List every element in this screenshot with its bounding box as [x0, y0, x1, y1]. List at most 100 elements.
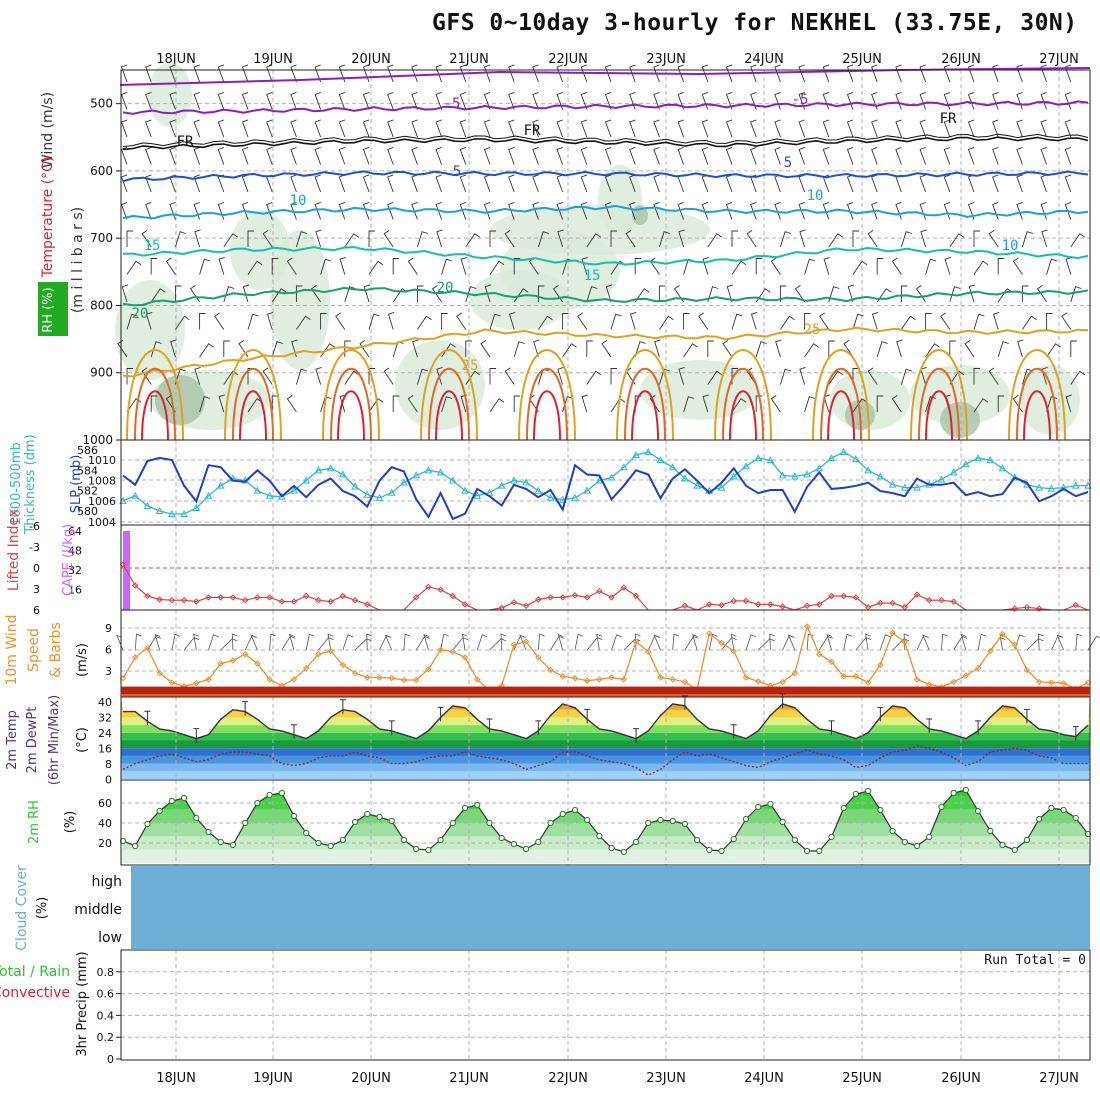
wind-barb — [943, 64, 951, 83]
wind-speed-point — [559, 673, 566, 680]
surface-isotherm — [526, 367, 568, 441]
pressure-tick-label: 500 — [90, 97, 113, 111]
wind-barb — [1064, 64, 1072, 83]
wind-barb — [774, 146, 781, 165]
thickness-point — [681, 474, 689, 482]
surface-isotherm — [435, 390, 463, 441]
wind-barb — [199, 343, 214, 358]
wind-speed-point — [315, 650, 322, 658]
wind-barb — [338, 64, 346, 83]
wind-barb — [629, 91, 636, 110]
wind-barb — [489, 313, 501, 330]
wind-barb — [871, 311, 879, 330]
date-label-top: 19JUN — [253, 52, 293, 67]
surface-wind-barb — [1051, 634, 1064, 651]
thickness-point — [693, 481, 701, 489]
rh-point — [547, 819, 554, 827]
rh-band — [121, 809, 1090, 823]
wind-barb — [822, 91, 830, 110]
wind-barb — [556, 174, 564, 193]
wind-speed-point — [229, 657, 237, 664]
wind-speed-point — [193, 679, 200, 687]
wind-barb — [1046, 343, 1061, 358]
wind-barb — [217, 146, 225, 165]
thickness-point — [644, 447, 653, 456]
wind-speed-point — [950, 678, 957, 686]
surface-wind-barb — [1075, 633, 1083, 651]
surface-wind-barb — [305, 633, 315, 651]
rh-point — [205, 828, 212, 836]
surface-wind-barb — [843, 633, 853, 651]
wind-barb — [1070, 340, 1077, 357]
isotherm-label: 5 — [784, 155, 792, 171]
wind-barb — [653, 174, 660, 193]
wind-barb — [189, 285, 200, 303]
surface-wind-barb — [342, 634, 354, 651]
wind-barb — [126, 398, 142, 413]
li-line — [953, 601, 967, 611]
wind-barb — [1046, 258, 1058, 275]
wind-barb — [871, 119, 878, 138]
wind-barb — [296, 315, 311, 330]
date-label-bottom: 27JUN — [1039, 1071, 1079, 1086]
wind-barb — [943, 201, 951, 220]
wind-barb — [266, 119, 273, 138]
pressure-tick-label: 800 — [90, 298, 113, 312]
wind-barb — [338, 91, 346, 110]
wind-barb — [701, 64, 709, 83]
minmax-bar — [828, 720, 835, 735]
wind-barb — [338, 146, 346, 165]
surface-wind-barb — [403, 633, 411, 651]
rh-point — [803, 847, 811, 855]
rh-point — [327, 842, 334, 850]
wind-barb — [653, 146, 660, 165]
rh-point — [1060, 806, 1067, 814]
wind-barb — [580, 119, 588, 138]
wind-barb — [731, 260, 747, 275]
wind-barb — [247, 230, 254, 247]
minmax-bar — [681, 695, 688, 710]
surface-wind-barb — [354, 638, 372, 651]
wind-barb — [992, 201, 999, 220]
wind-barb — [920, 229, 927, 248]
surface-wind-barb — [960, 633, 967, 651]
wind-barb — [217, 174, 225, 193]
wind-barb — [1064, 201, 1072, 220]
rh-point — [474, 801, 481, 809]
wind-speed-point — [999, 630, 1006, 638]
wind-barb — [362, 174, 370, 193]
li-point — [254, 594, 261, 601]
chart-title: GFS 0~10day 3-hourly for NEKHEL (33.75E,… — [432, 10, 1078, 36]
surface-wind-barb — [384, 634, 393, 651]
wind-barb — [271, 288, 287, 303]
li-point — [217, 594, 224, 601]
wind-barb — [145, 311, 153, 330]
wind-barb — [843, 340, 854, 358]
wind-barb — [891, 395, 902, 413]
wind-barb — [368, 260, 384, 275]
wind-speed-point — [461, 654, 469, 661]
wind-barb — [580, 201, 588, 220]
temperature-band — [121, 755, 1090, 764]
wind-barb — [992, 146, 999, 165]
wind-barb — [967, 146, 975, 165]
wind-barb — [707, 340, 714, 357]
wind-barb — [314, 201, 322, 220]
precip-axis-label: 3hr Precip (mm) — [75, 951, 90, 1056]
rh-tick-label: 20 — [98, 837, 112, 850]
surface-wind-barb — [134, 633, 142, 651]
wind-barb — [678, 229, 685, 248]
surface-wind-barb — [634, 633, 641, 651]
wind-barb — [504, 367, 515, 385]
wind-barb — [580, 146, 588, 165]
rh-point — [229, 841, 237, 849]
wind-barb — [604, 174, 612, 193]
precip-frame — [120, 949, 1091, 1061]
surface-wind-barb — [787, 634, 796, 651]
wind-barb — [194, 229, 201, 248]
wind-barb — [460, 256, 467, 275]
temperature-tick-label: 32 — [98, 712, 112, 725]
thickness-point — [216, 481, 225, 489]
wind-barb — [508, 119, 515, 138]
wind-speed-point — [364, 674, 371, 681]
